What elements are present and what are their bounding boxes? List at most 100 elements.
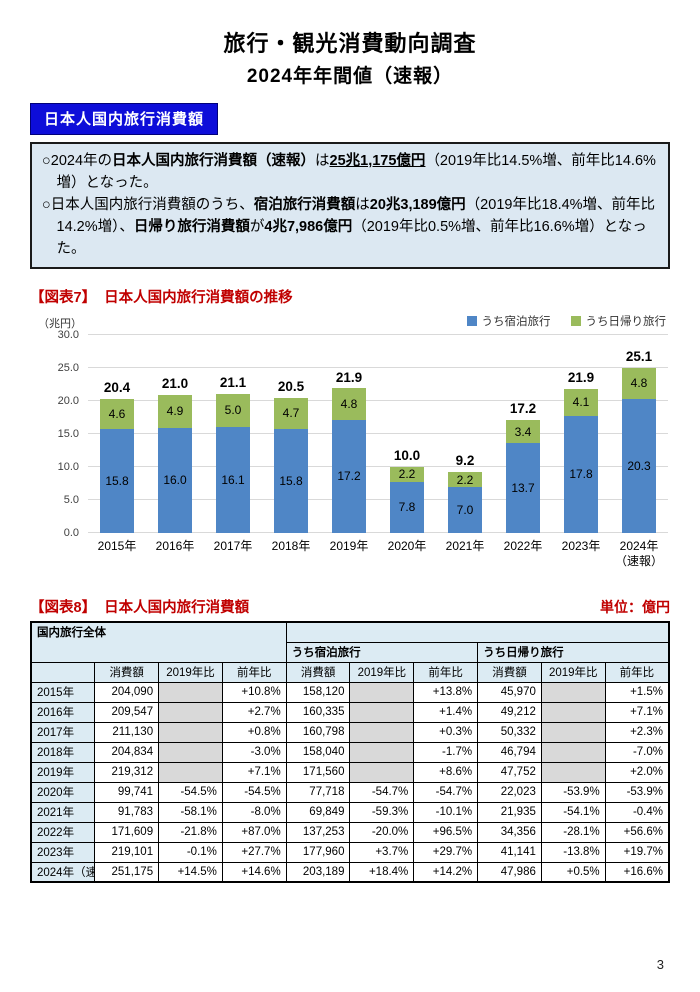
value-cell: 21,935 bbox=[477, 801, 542, 823]
x-tick-2024年: 2024年 （速報） bbox=[614, 539, 663, 569]
summary-text-segment: 日本人国内旅行消費額（速報） bbox=[112, 153, 316, 169]
segment-value-label: 2.2 bbox=[398, 467, 416, 482]
bar-slot-2021年: 7.0 2.2 9.2 bbox=[436, 335, 494, 534]
value-cell: +8.6% bbox=[413, 761, 479, 783]
value-cell: +2.7% bbox=[221, 701, 287, 723]
value-cell: -1.7% bbox=[413, 741, 479, 763]
segment-value-label: 15.8 bbox=[105, 474, 129, 489]
empty-cell bbox=[158, 681, 223, 703]
value-cell: +27.7% bbox=[221, 841, 287, 863]
daytrip-segment: 4.6 bbox=[100, 398, 134, 429]
value-cell: +7.1% bbox=[221, 761, 287, 783]
value-cell: 45,970 bbox=[477, 681, 542, 703]
column-header: 前年比 bbox=[604, 661, 670, 683]
value-cell: +14.5% bbox=[158, 861, 223, 883]
value-cell: 160,798 bbox=[285, 721, 351, 743]
segment-value-label: 16.0 bbox=[163, 473, 187, 488]
column-header: 前年比 bbox=[221, 661, 287, 683]
empty-cell bbox=[349, 741, 415, 763]
x-tick-2020年: 2020年 bbox=[387, 539, 427, 554]
table-row: 2015年 204,090 +10.8% 158,120 +13.8% 45,970 +1.… bbox=[30, 681, 670, 703]
bar-slot-2022年: 13.7 3.4 17.2 bbox=[494, 335, 552, 534]
value-cell: 177,960 bbox=[285, 841, 351, 863]
page-title: 旅行・観光消費動向調査 bbox=[223, 31, 477, 56]
year-cell: 2015年 bbox=[30, 681, 96, 703]
bar-slot-2016年: 16.0 4.9 21.0 bbox=[146, 335, 204, 534]
empty-cell bbox=[349, 721, 415, 743]
segment-value-label: 4.9 bbox=[166, 404, 184, 419]
value-cell: -0.4% bbox=[604, 801, 670, 823]
table-heading: 【図表8】 日本人国内旅行消費額 単位：億円 bbox=[30, 596, 670, 617]
segment-value-label: 15.8 bbox=[279, 474, 303, 489]
x-tick-2021年: 2021年 bbox=[445, 539, 485, 554]
summary-text-segment: 宿泊旅行消費額 bbox=[253, 197, 356, 214]
year-cell: 2016年 bbox=[30, 701, 96, 723]
summary-text-segment: （2019年比14.5%増、前年比14.6%増）となった。 bbox=[56, 153, 656, 192]
column-header: 2019年比 bbox=[540, 661, 606, 683]
summary-text-segment: （2019年比0.5%増、前年比16.6%増）となった。 bbox=[56, 219, 647, 258]
total-value-label: 25.1 bbox=[625, 348, 653, 364]
segment-value-label: 2.2 bbox=[456, 472, 474, 487]
bar-2024年: 20.3 4.8 25.1 bbox=[622, 335, 656, 534]
daytrip-segment: 2.2 bbox=[448, 472, 482, 487]
empty-cell bbox=[540, 761, 606, 783]
chart-figure-label: 【図表7】 bbox=[30, 290, 97, 307]
bar-slot-2017年: 16.1 5.0 21.1 bbox=[204, 335, 262, 534]
segment-value-label: 16.1 bbox=[221, 473, 245, 488]
value-cell: -54.7% bbox=[349, 781, 415, 803]
value-cell: -8.0% bbox=[221, 801, 287, 823]
x-tick-2023年: 2023年 bbox=[561, 539, 601, 554]
daytrip-segment: 5.0 bbox=[216, 393, 250, 427]
subgroup-header-overnight: うち宿泊旅行 bbox=[285, 641, 479, 663]
empty-cell bbox=[158, 761, 223, 783]
empty-cell bbox=[540, 701, 606, 723]
empty-cell bbox=[349, 701, 415, 723]
x-tick-2015年: 2015年 bbox=[97, 539, 137, 554]
value-cell: 158,040 bbox=[285, 741, 351, 763]
segment-value-label: 4.8 bbox=[340, 396, 358, 411]
table-figure-label: 【図表8】 bbox=[30, 600, 97, 617]
chart-unit-label: （兆円） bbox=[38, 318, 82, 331]
value-cell: -20.0% bbox=[349, 821, 415, 843]
value-cell: -54.1% bbox=[540, 801, 606, 823]
overnight-segment: 7.0 bbox=[448, 486, 482, 534]
value-cell: 46,794 bbox=[477, 741, 542, 763]
daytrip-segment: 3.4 bbox=[506, 420, 540, 443]
column-header: 消費額 bbox=[94, 661, 160, 683]
value-cell: 171,560 bbox=[285, 761, 351, 783]
value-cell: -7.0% bbox=[604, 741, 670, 763]
segment-value-label: 4.1 bbox=[572, 395, 590, 410]
value-cell: +7.1% bbox=[604, 701, 670, 723]
summary-text-segment: 20兆3,189億円 bbox=[369, 197, 466, 214]
value-cell: -54.5% bbox=[221, 781, 287, 803]
bar-2019年: 17.2 4.8 21.9 bbox=[332, 335, 366, 534]
x-tick-2018年: 2018年 bbox=[271, 539, 311, 554]
year-cell: 2020年 bbox=[30, 781, 96, 803]
gridline-30.0 bbox=[88, 334, 668, 336]
value-cell: 77,718 bbox=[285, 781, 351, 803]
value-cell: 158,120 bbox=[285, 681, 351, 703]
gridline-15.0 bbox=[88, 433, 668, 435]
x-tick-2019年: 2019年 bbox=[329, 539, 369, 554]
value-cell: 219,312 bbox=[94, 761, 160, 783]
value-cell: -54.5% bbox=[158, 781, 223, 803]
value-cell: 171,609 bbox=[94, 821, 160, 843]
segment-value-label: 4.7 bbox=[282, 406, 300, 421]
bar-slot-2024年: 20.3 4.8 25.1 bbox=[610, 335, 668, 534]
y-tick-20.0: 20.0 bbox=[57, 395, 79, 408]
daytrip-segment: 4.8 bbox=[622, 367, 656, 400]
value-cell: 204,834 bbox=[94, 741, 160, 763]
value-cell: -3.0% bbox=[221, 741, 287, 763]
summary-text-segment: 25兆1,175億円 bbox=[329, 153, 426, 169]
daytrip-segment: 4.7 bbox=[274, 397, 308, 429]
value-cell: -53.9% bbox=[604, 781, 670, 803]
chart-plot: 0.0 5.0 10.0 15.0 20.0 25.0 30.0 15.8 4.6 20.4 16.… bbox=[58, 329, 668, 539]
value-cell: -13.8% bbox=[540, 841, 606, 863]
total-value-label: 17.2 bbox=[509, 400, 537, 416]
value-cell: +96.5% bbox=[413, 821, 479, 843]
value-cell: 34,356 bbox=[477, 821, 542, 843]
consumption-table: 国内旅行全体 うち宿泊旅行 うち日帰り旅行 消費額 2019年比 前年比 消費額 2019年比… bbox=[30, 621, 670, 884]
total-value-label: 21.9 bbox=[567, 369, 595, 385]
segment-value-label: 4.6 bbox=[108, 406, 126, 421]
